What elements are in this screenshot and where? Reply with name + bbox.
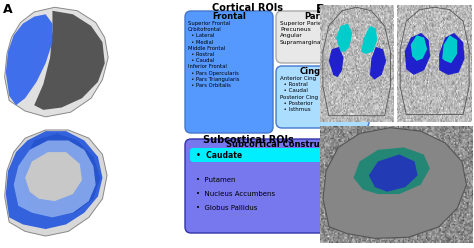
Polygon shape [361,26,377,54]
Text: Cortical ROIs: Cortical ROIs [212,3,283,13]
Text: •  Putamen: • Putamen [196,178,236,184]
Polygon shape [442,35,457,63]
Text: Superior Frontal
Orbitofrontal
  • Lateral
  • Medial
Middle Frontal
  • Rostral: Superior Frontal Orbitofrontal • Lateral… [188,21,239,88]
Text: Subcortical ROIs: Subcortical ROIs [202,135,293,145]
FancyBboxPatch shape [190,148,364,162]
FancyBboxPatch shape [276,11,369,63]
Polygon shape [405,33,430,75]
Polygon shape [354,148,430,194]
Polygon shape [11,31,39,59]
Text: Frontal: Frontal [212,12,246,21]
Polygon shape [14,140,96,217]
Polygon shape [410,35,427,61]
Text: A: A [3,3,13,16]
Polygon shape [11,54,34,82]
Polygon shape [34,11,105,110]
Polygon shape [6,14,53,105]
Polygon shape [336,24,352,52]
Polygon shape [369,155,418,192]
FancyBboxPatch shape [276,66,369,128]
Text: •  Globus Pallidus: • Globus Pallidus [196,205,257,211]
Polygon shape [25,152,82,201]
Text: Parietal: Parietal [304,12,341,21]
Polygon shape [23,14,53,35]
Polygon shape [439,33,465,75]
Text: •  Nucleus Accumbens: • Nucleus Accumbens [196,191,275,197]
Text: Superior Parietal
Precuneus
Angular
Supramarginal: Superior Parietal Precuneus Angular Supr… [280,21,329,45]
FancyBboxPatch shape [185,139,369,233]
Polygon shape [5,130,107,236]
Polygon shape [6,131,102,229]
Polygon shape [329,47,344,77]
Polygon shape [370,47,386,80]
Polygon shape [23,133,100,217]
Polygon shape [323,128,466,238]
Text: B: B [316,3,326,16]
Text: •  Caudate: • Caudate [196,151,242,159]
Text: Cingulate: Cingulate [300,67,346,76]
Text: Anterior Cing
  • Rostral
  • Caudal
Posterior Cing
  • Posterior
  • Isthmus: Anterior Cing • Rostral • Caudal Posteri… [280,76,318,112]
Text: Subcortical Construct: Subcortical Construct [226,140,328,149]
FancyBboxPatch shape [185,11,273,133]
Polygon shape [5,7,108,117]
